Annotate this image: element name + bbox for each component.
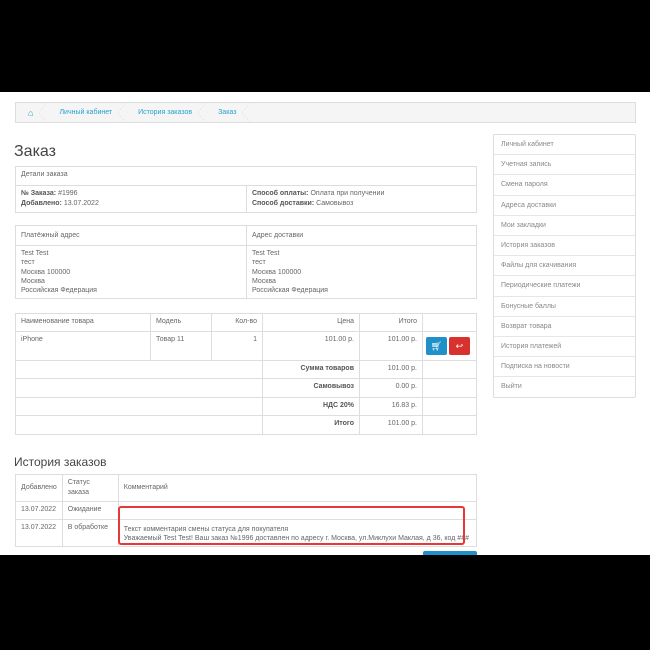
history-status: В обработке (61, 519, 119, 547)
breadcrumb: ⌂ Личный кабинет История заказов Заказ (15, 102, 636, 123)
total-label: Итого (334, 420, 354, 427)
reorder-button[interactable]: 🛒︎ (426, 337, 447, 355)
col-header: Добавлено (15, 474, 63, 502)
total-value: 101.00 р. (359, 415, 423, 435)
breadcrumb-item[interactable]: История заказов (126, 103, 207, 122)
history-title: История заказов (14, 455, 107, 469)
sidebar-item[interactable]: История платежей (494, 337, 635, 358)
sidebar-item[interactable]: Бонусные баллы (494, 297, 635, 317)
total-label: НДС 20% (322, 402, 354, 409)
col-header: Наименование товара (15, 313, 151, 332)
product-total: 101.00 р. (359, 331, 423, 361)
payment-address-header: Платёжный адрес (15, 225, 247, 246)
sidebar-item[interactable]: Учетная запись (494, 155, 635, 176)
order-number: #1996 (58, 190, 78, 197)
line: Test Test (252, 250, 280, 257)
page-title: Заказ (14, 143, 56, 160)
product-name: iPhone (15, 331, 151, 361)
line: Российская Федерация (21, 287, 97, 295)
col-header: Модель (150, 313, 212, 332)
return-button[interactable]: ↩ (448, 337, 470, 355)
col-header: Цена (262, 313, 360, 332)
sidebar-item[interactable]: Выйти (501, 383, 522, 391)
cart-icon: 🛒︎ (430, 341, 443, 351)
reply-icon: ↩ (455, 341, 464, 351)
line: Российская Федерация (252, 287, 328, 295)
payment-address: Test Test тест Москва 100000 Москва Российск… (15, 244, 247, 300)
payment-method: Оплата при получении (310, 190, 385, 197)
total-value: 101.00 р. (359, 360, 423, 379)
line: тест (21, 259, 35, 267)
product-qty: 1 (211, 331, 263, 361)
label: Способ доставки: (252, 200, 315, 207)
details-header: Детали заказа (15, 166, 477, 186)
col-header: Комментарий (117, 474, 478, 502)
products-table: Наименование товара Модель Кол-во Цена И… (15, 313, 477, 435)
table-row: iPhone Товар 11 1 101.00 р. 101.00 р. 🛒︎… (15, 331, 477, 361)
total-label: Сумма товаров (300, 365, 354, 372)
sidebar-item[interactable]: Периодические платежи (494, 276, 635, 297)
totals-row: НДС 20% 16.83 р. (15, 397, 477, 416)
total-value: 16.83 р. (359, 397, 423, 416)
line: Москва 100000 (252, 268, 302, 276)
label: № Заказа: (21, 190, 57, 197)
comment-line: Текст комментария смены статуса для поку… (123, 526, 289, 533)
breadcrumb-item[interactable]: Личный кабинет (47, 103, 126, 122)
sidebar-item[interactable]: Адреса доставки (494, 196, 635, 216)
shipping-method: Самовывоз (316, 200, 354, 207)
history-date: 13.07.2022 (15, 519, 63, 547)
highlight-box (118, 506, 465, 545)
line: Москва (21, 277, 45, 285)
home-icon: ⌂ (28, 107, 34, 118)
history-status: Ожидание (61, 501, 119, 520)
totals-row: Сумма товаров 101.00 р. (15, 360, 477, 379)
sidebar-item[interactable]: Файлы для скачивания (494, 256, 635, 277)
line: Test Test (21, 250, 49, 257)
continue-button[interactable] (423, 551, 477, 555)
shipping-address: Test Test тест Москва 100000 Москва Российск… (246, 244, 477, 300)
sidebar-item[interactable]: Возврат товара (494, 317, 635, 337)
sidebar-item[interactable]: История заказов (494, 236, 635, 257)
total-label: Самовывоз (313, 383, 354, 390)
comment-line: Уважаемый Test Test! Ваш заказ №1996 дос… (123, 535, 469, 542)
totals-row: Итого 101.00 р. (15, 415, 477, 435)
page: ⌂ Личный кабинет История заказов Заказ З… (0, 92, 650, 555)
label: Способ оплаты: (252, 190, 309, 197)
col-header: Статус заказа (61, 474, 119, 502)
sidebar-item[interactable]: Личный кабинет (494, 135, 635, 156)
label: Добавлено: (21, 200, 62, 207)
sidebar-item[interactable]: Мои закладки (494, 216, 635, 236)
history-table: Добавлено Статус заказа Комментарий 13.07.… (15, 474, 478, 547)
sidebar-item[interactable]: Смена пароля (494, 175, 635, 196)
table-row: 13.07.2022 В обработке Текст комментария с… (15, 519, 478, 547)
product-model: Товар 11 (150, 331, 212, 361)
history-comment: Текст комментария смены статуса для поку… (117, 519, 478, 547)
order-details-table: Детали заказа № Заказа: #1996 Добавлено: … (15, 166, 477, 213)
history-date: 13.07.2022 (15, 501, 63, 520)
line: Москва (252, 277, 276, 285)
product-price: 101.00 р. (262, 331, 360, 361)
addresses-table: Платёжный адрес Адрес доставки Test Test т… (15, 225, 477, 300)
sidebar-item[interactable]: Подписка на новости (494, 357, 635, 378)
shipping-address-header: Адрес доставки (246, 225, 477, 246)
breadcrumb-home[interactable]: ⌂ (16, 103, 48, 122)
total-value: 0.00 р. (359, 378, 423, 398)
line: Москва 100000 (21, 268, 71, 276)
col-header: Кол-во (211, 313, 263, 332)
totals-row: Самовывоз 0.00 р. (15, 378, 477, 398)
breadcrumb-item[interactable]: Заказ (206, 103, 251, 122)
date-added: 13.07.2022 (63, 200, 99, 207)
account-sidebar: Личный кабинет Учетная запись Смена паро… (493, 134, 636, 399)
line: тест (252, 259, 266, 267)
col-header: Итого (359, 313, 423, 332)
